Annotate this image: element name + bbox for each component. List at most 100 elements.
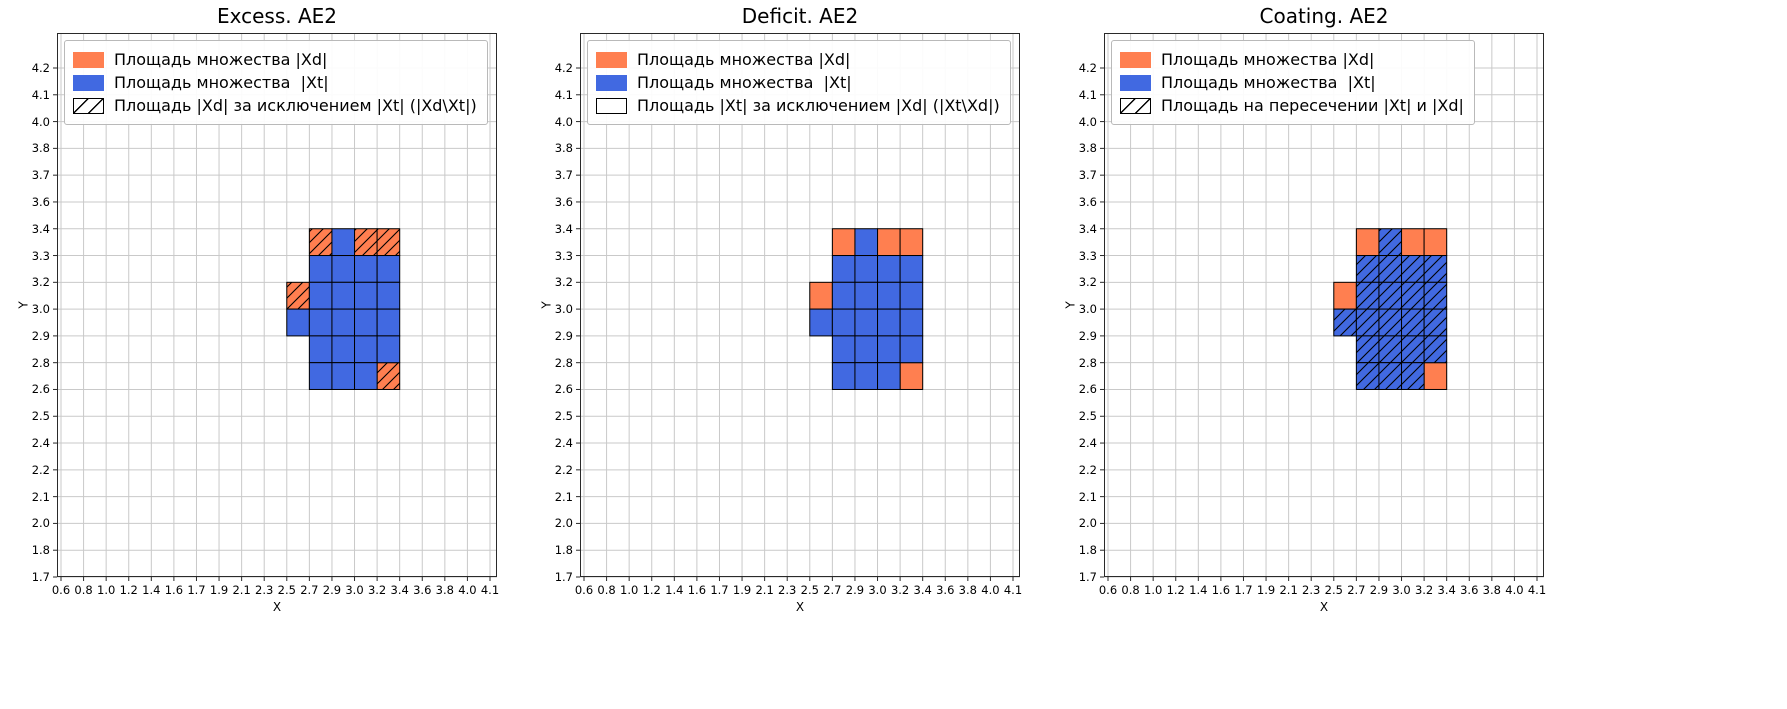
legend: Площадь множества |Xd| Площадь множества … xyxy=(587,40,1011,125)
x-tick-label: 2.3 xyxy=(255,583,274,597)
x-tick-label: 0.6 xyxy=(1098,583,1118,597)
y-tick-label: 2.6 xyxy=(31,382,50,397)
y-tick-label: 2.5 xyxy=(554,409,573,424)
hatch-overlay xyxy=(1356,335,1379,363)
cell-xt xyxy=(354,335,378,364)
hatch-overlay xyxy=(1401,335,1425,363)
cell-xt xyxy=(899,308,924,337)
y-tick-label: 2.0 xyxy=(554,516,573,531)
plot-title-deficit: Deficit. AE2 xyxy=(741,4,859,28)
subplot-excess: Excess. AE2 Площадь множества |Xd| Площад… xyxy=(16,4,499,614)
x-axis-label: X xyxy=(795,600,805,614)
legend-label: Площадь множества |Xd| xyxy=(637,50,851,69)
y-tick-label: 3.2 xyxy=(554,275,573,290)
y-tick-label: 3.2 xyxy=(31,275,50,290)
cell-xt xyxy=(899,335,924,364)
cell-xt xyxy=(308,255,333,283)
y-tick-label: 2.6 xyxy=(1078,382,1097,397)
legend-item: Площадь множества |Xt| xyxy=(1120,73,1464,92)
hatch-overlay xyxy=(354,228,378,256)
x-tick-label: 3.8 xyxy=(1482,583,1501,597)
x-axis-label: X xyxy=(272,600,282,614)
subplot-coating: Coating. AE2 Площадь множества |Xd| Площа… xyxy=(1063,4,1546,614)
cell-xt xyxy=(831,362,856,390)
cell-xd xyxy=(809,281,833,310)
cell-xt xyxy=(877,281,901,310)
y-tick-label: 3.3 xyxy=(1078,248,1097,263)
x-tick-label: 1.6 xyxy=(1211,583,1231,597)
x-tick-label: 1.4 xyxy=(1189,583,1208,597)
cell-xt xyxy=(854,281,879,310)
y-tick-label: 4.1 xyxy=(554,87,573,102)
cell-xt xyxy=(831,281,856,310)
y-tick-label: 4.2 xyxy=(31,61,50,75)
x-tick-label: 0.6 xyxy=(51,583,71,597)
cell-xt xyxy=(331,362,356,390)
x-tick-label: 3.8 xyxy=(958,583,977,597)
y-tick-label: 2.1 xyxy=(554,489,573,504)
y-tick-label: 3.3 xyxy=(554,248,573,263)
y-tick-label: 3.7 xyxy=(1078,168,1097,183)
x-tick-label: 1.7 xyxy=(1234,583,1253,597)
cell-xt xyxy=(899,255,924,283)
legend-patch-xt xyxy=(73,74,104,91)
legend-patch-empty xyxy=(596,97,627,114)
cell-xt xyxy=(331,308,356,337)
xt-cells xyxy=(286,228,401,390)
y-tick-label: 2.1 xyxy=(31,489,50,504)
hatch-overlay xyxy=(1424,335,1447,363)
axes-border xyxy=(580,33,1020,577)
axes-border xyxy=(57,33,497,577)
y-tick-label: 3.3 xyxy=(31,248,50,263)
x-tick-label: 1.9 xyxy=(732,583,752,597)
x-tick-label: 2.1 xyxy=(232,583,251,597)
y-axis-label: Y xyxy=(539,301,554,309)
cell-xt xyxy=(331,281,356,310)
cell-xt xyxy=(308,281,333,310)
legend-patch-xd xyxy=(73,51,104,68)
hatch-overlay xyxy=(1424,282,1447,310)
cell-xt xyxy=(809,308,833,337)
y-tick-label: 3.7 xyxy=(31,168,50,183)
tick-marks xyxy=(53,67,491,581)
legend-item: Площадь на пересечении |Xt| и |Xd| xyxy=(1120,96,1464,115)
xd-cells xyxy=(809,228,924,390)
tick-marks xyxy=(1100,67,1538,581)
x-tick-label: 2.1 xyxy=(1279,583,1298,597)
cell-xd xyxy=(1423,228,1448,257)
y-tick-label: 3.8 xyxy=(1078,141,1097,156)
hatch-overlay xyxy=(309,228,332,256)
x-tick-label: 2.7 xyxy=(300,583,319,597)
y-tick-label: 1.7 xyxy=(31,570,50,584)
legend-label: Площадь |Xd| за исключением |Xt| (|Xd\Xt… xyxy=(114,96,477,115)
y-tick-label: 3.8 xyxy=(554,141,573,156)
x-tick-label: 1.0 xyxy=(97,583,116,597)
legend-label: Площадь на пересечении |Xt| и |Xd| xyxy=(1161,96,1464,115)
cell-xt xyxy=(854,362,879,390)
xt-cells xyxy=(809,228,924,390)
y-tick-label: 1.8 xyxy=(554,543,573,558)
hatch-overlay xyxy=(1356,362,1379,390)
y-axis-label: Y xyxy=(16,301,31,309)
y-tick-label: 2.2 xyxy=(1078,462,1097,477)
cell-xd xyxy=(899,362,924,390)
y-tick-label: 2.6 xyxy=(554,382,573,397)
x-tick-label: 2.9 xyxy=(322,583,342,597)
x-axis-label: X xyxy=(1319,600,1329,614)
cell-xt xyxy=(354,255,378,283)
legend-label: Площадь множества |Xt| xyxy=(114,73,329,92)
subplot-deficit: Deficit. AE2 Площадь множества |Xd| Площа… xyxy=(539,4,1022,614)
y-tick-label: 3.6 xyxy=(31,194,50,209)
plot-canvas xyxy=(1100,33,1544,581)
x-tick-label: 2.5 xyxy=(277,583,296,597)
hatch-overlay xyxy=(1378,255,1402,283)
legend-item: Площадь множества |Xt| xyxy=(73,73,477,92)
y-tick-label: 4.2 xyxy=(1078,61,1097,75)
axes-border xyxy=(1104,33,1544,577)
y-tick-label: 4.1 xyxy=(1078,87,1097,102)
cell-xd xyxy=(1401,228,1425,257)
y-axis-label: Y xyxy=(1063,301,1078,309)
legend-label: Площадь множества |Xt| xyxy=(1161,73,1376,92)
x-tick-label: 2.5 xyxy=(800,583,819,597)
cell-xd xyxy=(1333,281,1357,310)
